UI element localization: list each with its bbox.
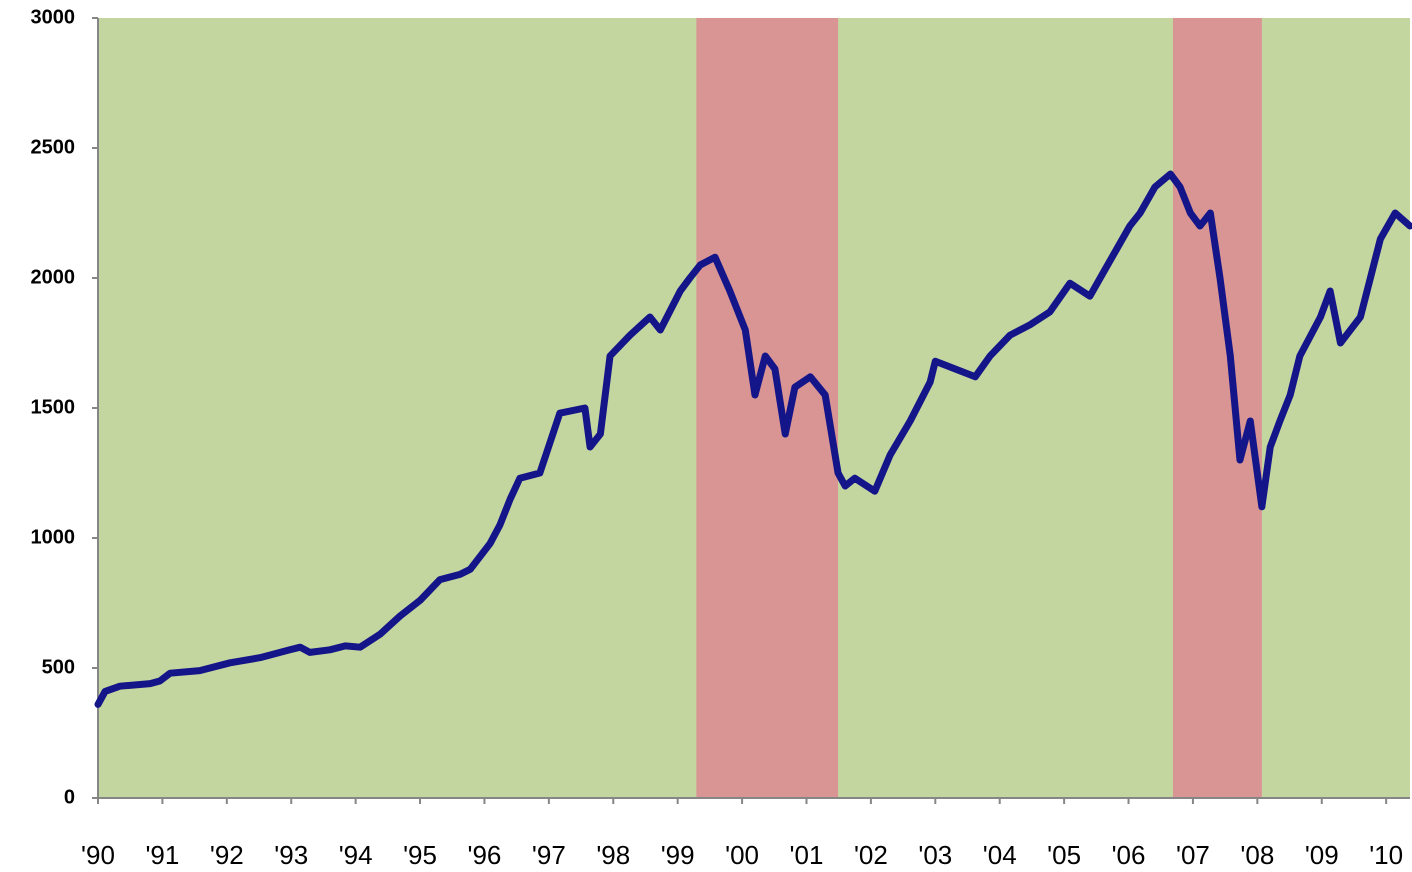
x-tick-label: '99 [661, 840, 695, 870]
y-tick-label: 3000 [31, 6, 76, 28]
shaded-band [1172, 18, 1262, 798]
y-tick-label: 2000 [31, 266, 76, 288]
y-tick-label: 2500 [31, 136, 76, 158]
x-tick-label: '95 [403, 840, 437, 870]
x-tick-label: '05 [1047, 840, 1081, 870]
x-tick-label: '10 [1369, 840, 1403, 870]
y-tick-label: 500 [42, 656, 75, 678]
y-tick-label: 0 [64, 786, 75, 808]
x-tick-label: '97 [532, 840, 566, 870]
x-tick-label: '04 [983, 840, 1017, 870]
x-tick-label: '03 [918, 840, 952, 870]
x-tick-label: '92 [210, 840, 244, 870]
shaded-band [696, 18, 839, 798]
x-tick-label: '01 [790, 840, 824, 870]
x-tick-label: '09 [1305, 840, 1339, 870]
x-tick-label: '07 [1176, 840, 1210, 870]
x-tick-label: '00 [725, 840, 759, 870]
x-tick-label: '98 [596, 840, 630, 870]
x-tick-label: '90 [81, 840, 115, 870]
x-tick-label: '08 [1240, 840, 1274, 870]
x-tick-label: '06 [1112, 840, 1146, 870]
x-tick-label: '93 [274, 840, 308, 870]
x-tick-label: '96 [468, 840, 502, 870]
y-tick-label: 1000 [31, 526, 76, 548]
x-tick-label: '94 [339, 840, 373, 870]
y-tick-label: 1500 [31, 396, 76, 418]
x-tick-label: '91 [145, 840, 179, 870]
x-tick-label: '02 [854, 840, 888, 870]
line-series [94, 170, 1412, 708]
